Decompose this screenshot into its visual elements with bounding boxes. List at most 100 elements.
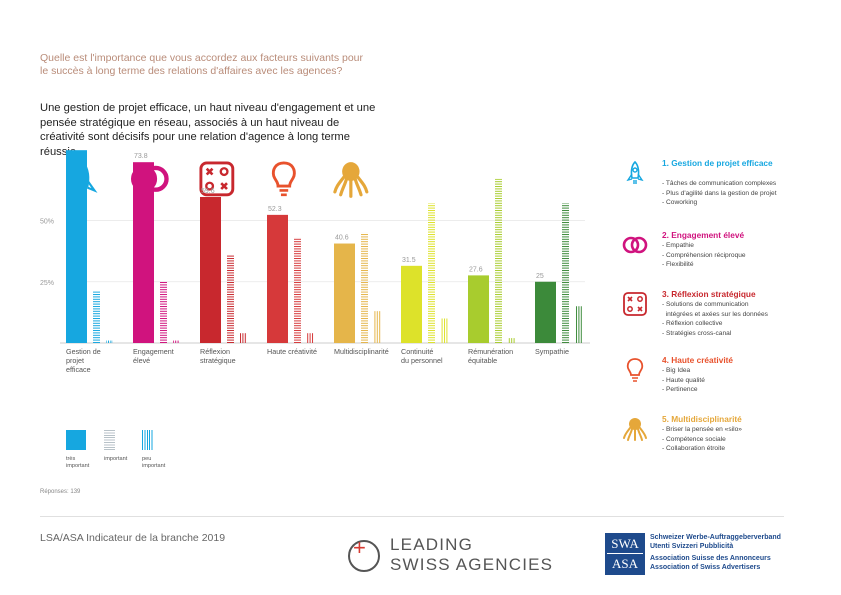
bar-low-importance: [508, 338, 515, 343]
swa-association-names: Schweizer Werbe-Auftraggeberverband Uten…: [650, 534, 781, 571]
sidebar-title: 3. Réflexion stratégique: [662, 289, 756, 299]
lightbulb-icon: [626, 358, 644, 382]
leading-swiss-agencies-logo: + LEADING SWISS AGENCIES: [348, 534, 568, 578]
bar-low-importance: [374, 311, 381, 343]
rocket-icon: [626, 160, 644, 184]
category-label: stratégique: [200, 356, 236, 365]
sidebar-title: 1. Gestion de projet efficace: [662, 158, 773, 168]
list-item: - Solutions de communication: [662, 301, 749, 308]
sidebar-item-gestion: 1. Gestion de projet efficace - Tâches d…: [622, 158, 822, 218]
bar-very-important: [401, 265, 422, 343]
list-item: - Compréhension réciproque: [662, 251, 746, 259]
bar-important: [495, 178, 502, 343]
sidebar-list: - Solutions de communication intégrées e…: [662, 300, 822, 338]
sidebar-item-creativite: 4. Haute créativité - Big Idea - Haute q…: [622, 355, 822, 405]
list-item: - Big Idea: [662, 367, 691, 374]
legend-swatch-horizontal-stripes: [104, 430, 115, 450]
category-label: Rémunération: [468, 347, 513, 356]
list-item: - Réflexion collective: [662, 320, 723, 328]
bar-low-importance: [575, 306, 582, 343]
sidebar-list: - Tâches de communication complexes - Pl…: [662, 179, 822, 208]
sidebar-title: 2. Engagement élevé: [662, 230, 745, 240]
sidebar-title: 5. Multidisciplinarité: [662, 414, 742, 424]
category-label: Réflexion: [200, 347, 230, 356]
bar-very-important: [468, 275, 489, 343]
bar-low-importance: [307, 333, 314, 343]
responses-count: Réponses: 139: [40, 489, 81, 495]
list-item: - Plus d'agilité dans la gestion de proj…: [662, 189, 777, 197]
bar-low-importance: [106, 340, 113, 343]
footer-divider: [40, 516, 784, 517]
bar-low-importance: [173, 340, 180, 343]
logo-text: LEADING SWISS AGENCIES: [390, 535, 554, 574]
lightbulb-icon: [271, 161, 296, 197]
category-label: Gestion de: [66, 347, 101, 356]
data-label: 31.5: [402, 257, 416, 264]
category-label: Sympathie: [535, 347, 569, 356]
data-label: 52.3: [268, 206, 282, 213]
list-item: intégrées et axées sur les données: [662, 310, 768, 318]
data-label: 27.6: [469, 266, 483, 273]
sidebar-list: - Briser la pensée en «silo» - Compétenc…: [662, 425, 822, 454]
list-item: - Stratégies cross-canal: [662, 329, 732, 337]
sidebar-item-multidisciplinarite: 5. Multidisciplinarité - Briser la pensé…: [622, 414, 822, 464]
bar-important: [160, 281, 167, 343]
bar-very-important: [535, 281, 556, 343]
octopus-icon: [623, 418, 647, 441]
bar-very-important: [267, 214, 288, 343]
category-label: élevé: [133, 356, 150, 365]
plus-icon: +: [353, 535, 366, 560]
legend-swatch-vertical-stripes: [142, 430, 153, 450]
y-tick-label: 50%: [40, 219, 54, 226]
bar-low-importance: [441, 318, 448, 343]
bar-very-important: [200, 196, 221, 343]
category-label: Engagement: [133, 347, 174, 356]
bar-important: [227, 254, 234, 343]
category-label: Multidisciplinarité: [334, 347, 389, 356]
y-tick-label: 25%: [40, 280, 54, 287]
list-item: - Empathie: [662, 242, 694, 249]
bar-important: [361, 232, 368, 343]
bar-very-important: [133, 162, 154, 343]
logo-circle: [348, 540, 380, 572]
bar-important: [428, 203, 435, 343]
data-label: 40.6: [335, 235, 349, 242]
list-item: - Compétence sociale: [662, 435, 726, 443]
data-label: 73.8: [134, 153, 148, 160]
swa-asa-logo: SWA ASA: [605, 533, 645, 575]
sidebar-title: 4. Haute créativité: [662, 355, 734, 365]
category-label: Continuité: [401, 347, 433, 356]
list-item: - Flexibilité: [662, 261, 694, 269]
bar-very-important: [66, 150, 87, 343]
sidebar-list: - Empathie - Compréhension réciproque - …: [662, 241, 822, 270]
list-item: - Collaboration étroite: [662, 445, 726, 453]
list-item: - Haute qualité: [662, 376, 705, 384]
bar-chart: 25%50% 78.7Gestion deprojetefficace73.8E…: [40, 150, 590, 374]
strategy-board-icon: [623, 292, 647, 316]
category-label: du personnel: [401, 356, 443, 365]
bar-important: [93, 291, 100, 343]
category-label: équitable: [468, 356, 497, 365]
strategy-board-icon: [199, 161, 235, 197]
headline: Une gestion de projet efficace, un haut …: [40, 102, 376, 158]
sidebar-list: - Big Idea - Haute qualité - Pertinence: [662, 366, 822, 395]
bar-important: [294, 237, 301, 343]
survey-question: Quelle est l'importance que vous accorde…: [40, 52, 364, 77]
list-item: - Briser la pensée en «silo»: [662, 426, 742, 433]
legend-label: important: [104, 456, 128, 462]
footer-title: LSA/ASA Indicateur de la branche 2019: [40, 532, 226, 544]
bar-important: [562, 203, 569, 343]
sidebar-item-engagement: 2. Engagement élevé - Empathie - Compréh…: [622, 230, 822, 280]
bar-very-important: [334, 243, 355, 343]
list-item: - Tâches de communication complexes: [662, 180, 777, 187]
list-item: - Pertinence: [662, 386, 698, 394]
list-item: - Coworking: [662, 199, 698, 207]
category-label: efficace: [66, 365, 91, 374]
sidebar-item-reflexion: 3. Réflexion stratégique - Solutions de …: [622, 289, 822, 349]
category-label: Haute créativité: [267, 347, 317, 356]
legend-label: très important: [66, 456, 90, 469]
rings-icon: [622, 236, 648, 254]
category-label: projet: [66, 356, 84, 365]
octopus-icon: [333, 162, 369, 198]
legend-label: peu important: [142, 456, 166, 469]
